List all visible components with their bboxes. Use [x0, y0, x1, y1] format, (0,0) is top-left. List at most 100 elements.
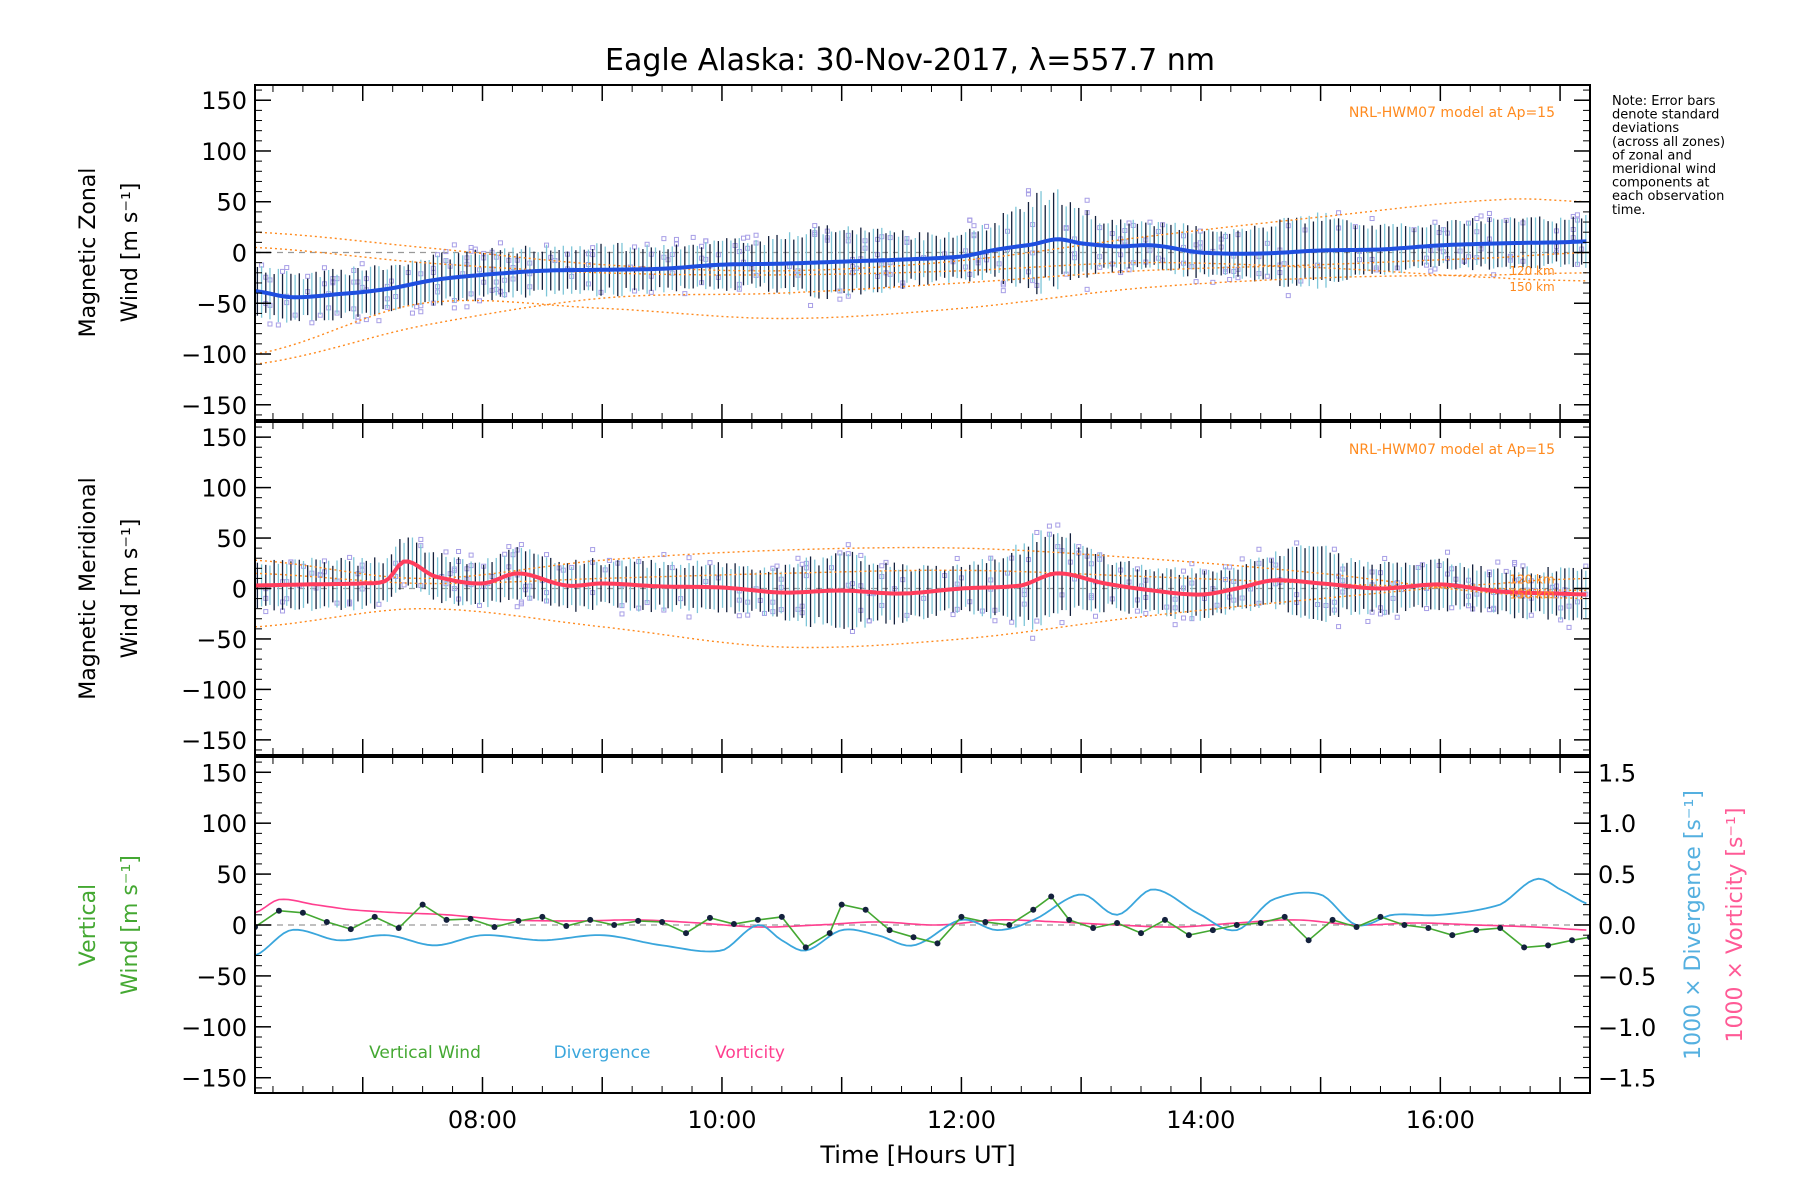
scatter-sample [506, 544, 512, 550]
note-line: of zonal and [1612, 148, 1692, 163]
scatter-sample [590, 245, 596, 251]
vertical-wind-line [255, 895, 1590, 949]
vertical-wind-point [347, 926, 354, 933]
scatter-sample [1449, 605, 1455, 611]
divergence-line [255, 877, 1587, 957]
scatter-sample [795, 555, 801, 561]
scatter-sample [690, 234, 696, 240]
y-axis-title-line: Wind [m s⁻¹] [118, 855, 143, 995]
scatter-sample [1369, 216, 1375, 222]
scatter-sample [275, 322, 281, 328]
scatter-sample [1382, 555, 1388, 561]
scatter-sample [1034, 529, 1040, 535]
scatter-sample [1227, 276, 1233, 282]
right-tick-label: 0.0 [1598, 912, 1636, 940]
y-tick-label: −150 [181, 1065, 247, 1093]
vertical-wind-point [371, 913, 378, 920]
scatter-sample [518, 542, 524, 548]
y-tick-label: 150 [201, 759, 247, 787]
plot-area-vertical [255, 877, 1590, 957]
scatter-sample [1528, 612, 1534, 618]
vertical-wind-point [862, 906, 869, 913]
scatter-sample [1285, 293, 1291, 299]
x-tick-label: 14:00 [1166, 1106, 1235, 1134]
scatter-sample [1193, 279, 1199, 285]
vertical-wind-point [826, 930, 833, 937]
y-tick-label: 0 [232, 912, 247, 940]
scatter-sample [954, 555, 960, 561]
model-curves [255, 546, 1587, 649]
chart-title: Eagle Alaska: 30-Nov-2017, λ=557.7 nm [605, 43, 1215, 78]
x-axis-title: Time [Hours UT] [819, 1141, 1015, 1169]
scatter-sample [1172, 622, 1178, 628]
scatter-sample [1239, 556, 1245, 562]
scatter-sample [1181, 568, 1187, 574]
scatter-sample [497, 240, 503, 246]
zonal-wind-line [255, 237, 1587, 300]
scatter-sample [858, 552, 864, 558]
scatter-sample [837, 296, 843, 302]
vertical-wind-point [1048, 893, 1055, 900]
note-line: denote standard [1612, 108, 1719, 123]
scatter-sample [950, 612, 956, 618]
error-bars [256, 189, 1587, 323]
scatter-sample [1294, 540, 1300, 546]
y-axis-title-line: Wind [m s⁻¹] [118, 519, 143, 659]
vertical-wind-point [1401, 922, 1408, 928]
scatter-sample [1512, 559, 1518, 565]
y-tick-label: 50 [216, 861, 247, 889]
scatter-sample [359, 261, 365, 267]
vertical-wind-point [1185, 932, 1192, 939]
scatter-sample [849, 628, 855, 634]
vertical-wind-point [838, 901, 845, 908]
scatter-sample [1134, 608, 1140, 614]
scatter-sample [673, 236, 679, 242]
legend-entry: Vertical Wind [369, 1043, 481, 1063]
vertical-wind-point [1545, 942, 1552, 949]
scatter-sample [1583, 563, 1589, 569]
scatter-sample [418, 309, 424, 315]
y-tick-label: −50 [196, 963, 247, 991]
vertical-wind-point [467, 915, 474, 922]
scatter-sample [1520, 563, 1526, 569]
vertical-wind-point [1114, 919, 1121, 926]
vertical-wind-point [1066, 916, 1073, 923]
vorticity-axis-title: 1000 × Vorticity [s⁻¹] [1723, 808, 1748, 1043]
y-tick-label: 50 [216, 525, 247, 553]
vertical-wind-point [1353, 924, 1360, 931]
y-tick-label: 150 [201, 87, 247, 115]
scatter-sample [1025, 188, 1031, 194]
vertical-wind-point [1209, 927, 1216, 934]
scatter-sample [1034, 618, 1040, 624]
vertical-wind-point [778, 913, 785, 920]
scatter-sample [401, 582, 407, 588]
left-y-axis: −150 −100 −50 0 50 100 150 [181, 87, 1590, 420]
scatter-sample [321, 265, 327, 271]
vertical-wind-point [611, 922, 618, 928]
scatter-sample [1084, 286, 1090, 292]
y-axis-title-line: Magnetic Zonal [76, 168, 101, 338]
scatter-sample [1474, 215, 1480, 221]
y-tick-label: −100 [181, 1014, 247, 1042]
vertical-wind-point [563, 923, 570, 930]
vertical-wind-point [1030, 906, 1037, 913]
scatter-sample [309, 320, 315, 326]
right-tick-label: −1.5 [1598, 1065, 1656, 1093]
y-tick-label: 50 [216, 189, 247, 217]
vertical-wind-point [1305, 937, 1312, 944]
scatter-sample [347, 554, 353, 560]
right-y-axis: −1.5 −1.0 −0.5 0.0 0.5 1.0 1.5 [1574, 759, 1656, 1093]
vertical-wind-point [395, 925, 402, 932]
scatter-sample [1059, 620, 1065, 626]
vertical-wind-point [1006, 922, 1013, 928]
vertical-wind-point [1329, 916, 1336, 923]
y-axis-title-meridional: Magnetic Meridional Wind [m s⁻¹] [76, 477, 143, 699]
vertical-wind-point [1425, 925, 1432, 932]
scatter-sample [1394, 614, 1400, 620]
model-alt-label: 120 km [1509, 572, 1554, 586]
scatter-sample [648, 289, 654, 295]
vertical-wind-point [323, 918, 330, 925]
vertical-wind-point [1449, 932, 1456, 939]
vertical-wind-point [934, 940, 941, 947]
